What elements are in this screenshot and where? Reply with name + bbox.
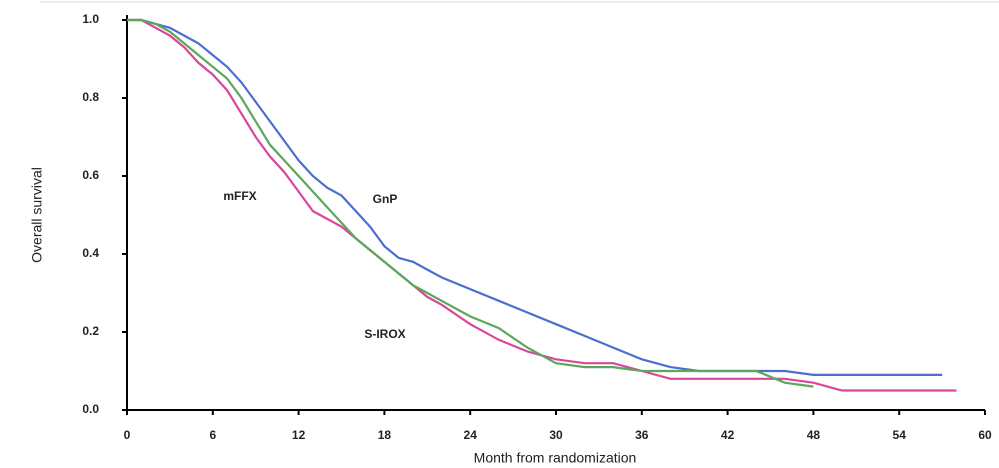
x-tick-label: 42 (721, 428, 735, 442)
series-label: GnP (373, 192, 398, 206)
y-tick-label: 1.0 (82, 12, 99, 26)
series-label: S-IROX (364, 327, 405, 341)
y-axis-title: Overall survival (29, 167, 45, 263)
y-tick-label: 0.8 (82, 90, 99, 104)
y-tick-label: 0.0 (82, 402, 99, 416)
x-tick-label: 6 (209, 428, 216, 442)
x-tick-label: 12 (292, 428, 306, 442)
y-tick-label: 0.6 (82, 168, 99, 182)
x-tick-label: 0 (124, 428, 131, 442)
x-tick-label: 24 (464, 428, 478, 442)
x-tick-label: 36 (635, 428, 649, 442)
series-label: mFFX (223, 189, 256, 203)
survival-curve (127, 18, 957, 392)
survival-curve (127, 18, 943, 376)
x-tick-label: 30 (549, 428, 563, 442)
y-tick-label: 0.2 (82, 324, 99, 338)
x-tick-label: 54 (893, 428, 907, 442)
x-axis-title: Month from randomization (474, 450, 637, 466)
x-tick-label: 60 (978, 428, 992, 442)
x-tick-label: 18 (378, 428, 392, 442)
x-tick-label: 48 (807, 428, 821, 442)
survival-curve (127, 18, 814, 388)
y-tick-label: 0.4 (82, 246, 99, 260)
